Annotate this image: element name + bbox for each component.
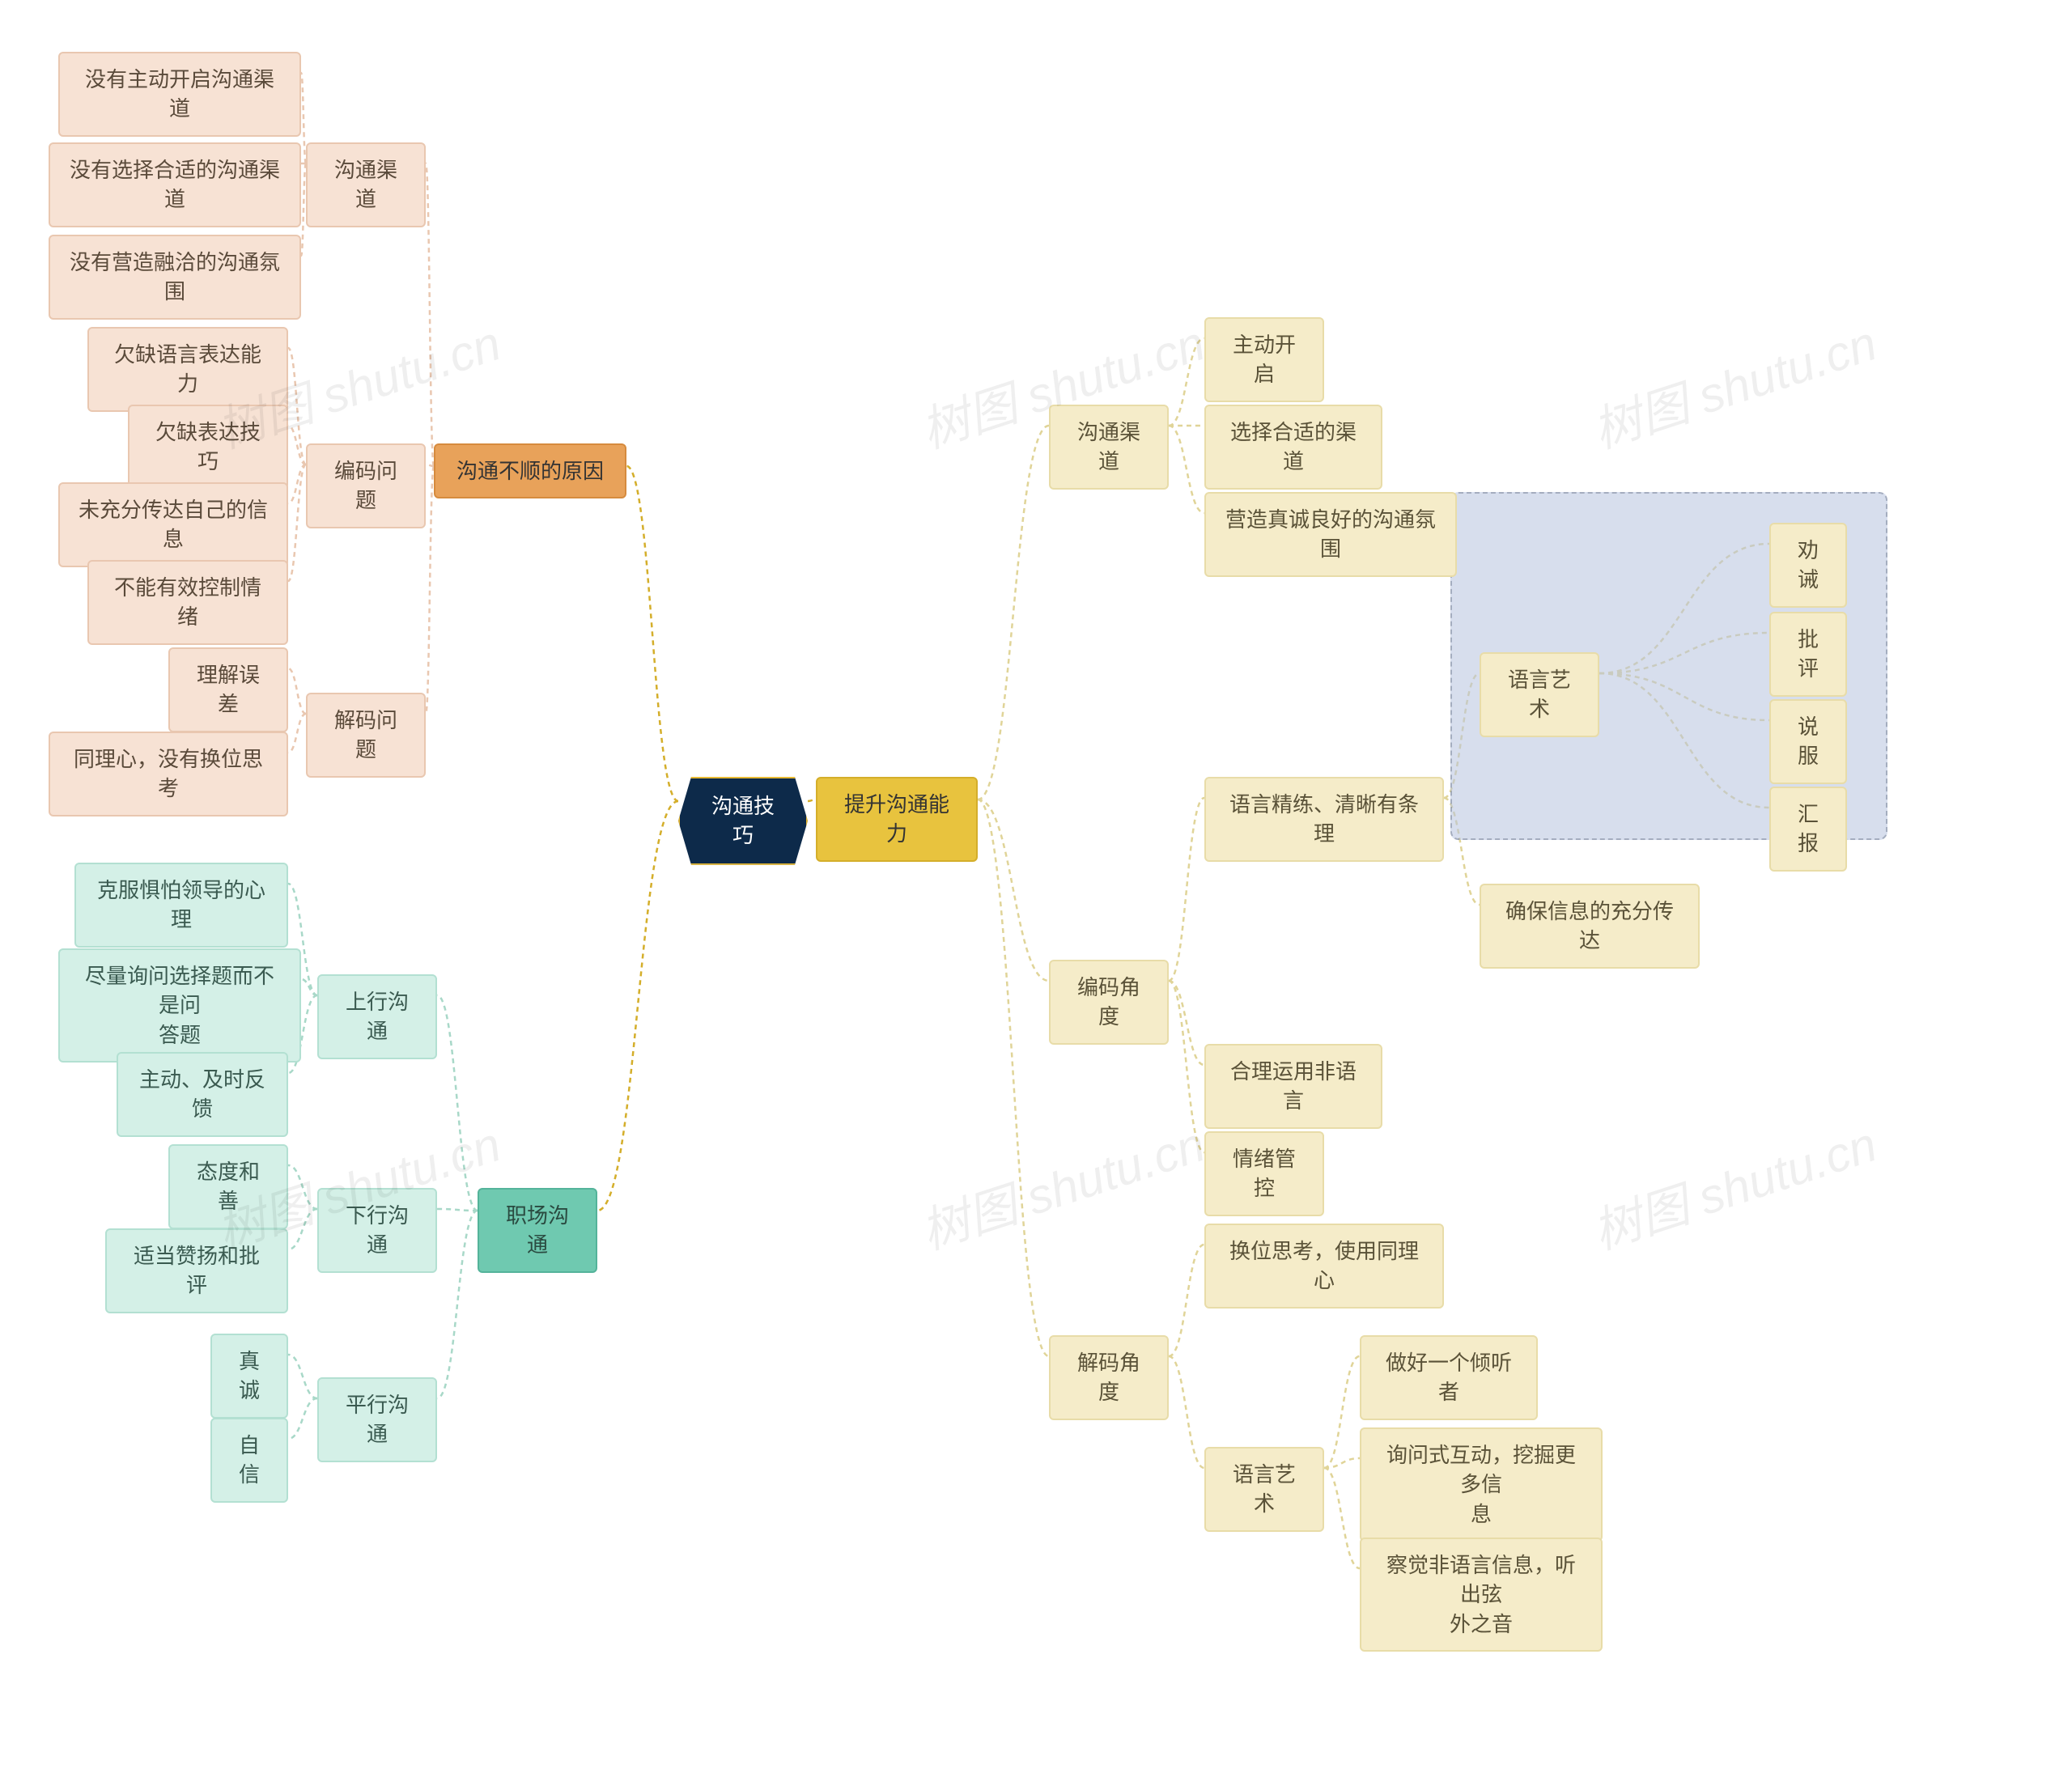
edge-work_para-work_para_2 bbox=[288, 1398, 317, 1439]
node-cause_enc_3[interactable]: 未充分传达自己的信息 bbox=[58, 482, 288, 567]
node-work_up_1[interactable]: 克服惧怕领导的心理 bbox=[74, 863, 288, 948]
node-imp_dec[interactable]: 解码角度 bbox=[1049, 1335, 1169, 1420]
node-cause_enc_2[interactable]: 欠缺表达技巧 bbox=[128, 405, 288, 490]
edge-cause-cause_dec bbox=[426, 466, 434, 714]
edge-root-cause bbox=[626, 466, 678, 801]
edge-imp_dec-imp_dec_2 bbox=[1169, 1356, 1204, 1468]
edge-cause-cause_ch bbox=[426, 163, 434, 466]
edge-imp_dec_2-imp_dec_2_2 bbox=[1324, 1458, 1360, 1468]
node-work_up_2[interactable]: 尽量询问选择题而不是问 答题 bbox=[58, 948, 301, 1063]
edges-layer bbox=[0, 0, 2072, 1790]
node-imp_dec_2_2[interactable]: 询问式互动，挖掘更多信 息 bbox=[1360, 1427, 1603, 1542]
node-imp_enc_2[interactable]: 合理运用非语言 bbox=[1204, 1044, 1382, 1129]
node-work_down[interactable]: 下行沟通 bbox=[317, 1188, 437, 1273]
edge-cause_enc-cause_enc_3 bbox=[288, 464, 306, 503]
edge-imp_enc-imp_enc_1 bbox=[1169, 798, 1204, 981]
edge-imp_dec_2-imp_dec_2_1 bbox=[1324, 1356, 1360, 1468]
watermark-2: 树图 shutu.cn bbox=[1582, 304, 1884, 462]
edge-imp_enc-imp_enc_3 bbox=[1169, 981, 1204, 1152]
node-imp_enc_1b[interactable]: 确保信息的充分传达 bbox=[1480, 884, 1700, 969]
node-cause_ch_1[interactable]: 没有主动开启沟通渠道 bbox=[58, 52, 301, 137]
edge-improve-imp_dec bbox=[978, 800, 1049, 1356]
node-imp_ch_2[interactable]: 选择合适的渠道 bbox=[1204, 405, 1382, 490]
edge-imp_ch-imp_ch_3 bbox=[1169, 426, 1204, 513]
node-improve[interactable]: 提升沟通能力 bbox=[816, 777, 978, 862]
node-imp_enc_1a[interactable]: 语言艺术 bbox=[1480, 652, 1599, 737]
edge-improve-imp_ch bbox=[978, 426, 1049, 800]
node-imp_dec_1[interactable]: 换位思考，使用同理心 bbox=[1204, 1224, 1444, 1309]
edge-work_down-work_down_1 bbox=[288, 1165, 317, 1209]
edge-work_para-work_para_1 bbox=[288, 1355, 317, 1398]
node-imp_dec_2_1[interactable]: 做好一个倾听者 bbox=[1360, 1335, 1538, 1420]
node-imp_ch_3[interactable]: 营造真诚良好的沟通氛围 bbox=[1204, 492, 1457, 577]
edge-work_up-work_up_2 bbox=[301, 979, 317, 995]
node-imp_dec_2_3[interactable]: 察觉非语言信息，听出弦 外之音 bbox=[1360, 1538, 1603, 1652]
node-cause_enc_1[interactable]: 欠缺语言表达能力 bbox=[87, 327, 288, 412]
edge-root-improve bbox=[808, 800, 816, 801]
edge-work-work_up bbox=[437, 995, 478, 1211]
node-work[interactable]: 职场沟通 bbox=[478, 1188, 597, 1273]
node-cause_ch_3[interactable]: 没有营造融洽的沟通氛围 bbox=[49, 235, 301, 320]
node-work_down_1[interactable]: 态度和善 bbox=[168, 1144, 288, 1229]
node-imp_enc_1a_3[interactable]: 说服 bbox=[1769, 699, 1847, 784]
node-work_para_2[interactable]: 自信 bbox=[210, 1418, 288, 1503]
edge-improve-imp_enc bbox=[978, 800, 1049, 981]
node-imp_enc[interactable]: 编码角度 bbox=[1049, 960, 1169, 1045]
node-cause_dec[interactable]: 解码问题 bbox=[306, 693, 426, 778]
edge-work_down-work_down_2 bbox=[288, 1209, 317, 1249]
edge-imp_enc-imp_enc_2 bbox=[1169, 981, 1204, 1065]
edge-cause_enc-cause_enc_4 bbox=[288, 464, 306, 581]
watermark-5: 树图 shutu.cn bbox=[1582, 1105, 1884, 1263]
node-cause[interactable]: 沟通不顺的原因 bbox=[434, 443, 626, 498]
node-cause_ch_2[interactable]: 没有选择合适的沟通渠道 bbox=[49, 142, 301, 227]
node-imp_enc_1[interactable]: 语言精练、清晰有条理 bbox=[1204, 777, 1444, 862]
node-work_up[interactable]: 上行沟通 bbox=[317, 974, 437, 1059]
edge-imp_dec-imp_dec_1 bbox=[1169, 1245, 1204, 1356]
node-imp_ch_1[interactable]: 主动开启 bbox=[1204, 317, 1324, 402]
edge-imp_dec_2-imp_dec_2_3 bbox=[1324, 1468, 1360, 1568]
edge-root-work bbox=[597, 801, 678, 1211]
node-imp_enc_1a_4[interactable]: 汇报 bbox=[1769, 787, 1847, 872]
node-cause_dec_2[interactable]: 同理心，没有换位思考 bbox=[49, 732, 288, 817]
node-work_up_3[interactable]: 主动、及时反馈 bbox=[117, 1052, 288, 1137]
node-imp_dec_2[interactable]: 语言艺术 bbox=[1204, 1447, 1324, 1532]
node-imp_enc_1a_1[interactable]: 劝诫 bbox=[1769, 523, 1847, 608]
node-imp_enc_1a_2[interactable]: 批评 bbox=[1769, 612, 1847, 697]
edge-cause_dec-cause_dec_2 bbox=[288, 714, 306, 753]
node-root[interactable]: 沟通技巧 bbox=[678, 777, 808, 865]
node-cause_enc[interactable]: 编码问题 bbox=[306, 443, 426, 528]
edge-work-work_down bbox=[437, 1209, 478, 1211]
edge-imp_ch-imp_ch_1 bbox=[1169, 338, 1204, 426]
node-work_para_1[interactable]: 真诚 bbox=[210, 1334, 288, 1419]
node-imp_enc_3[interactable]: 情绪管控 bbox=[1204, 1131, 1324, 1216]
node-cause_dec_1[interactable]: 理解误差 bbox=[168, 647, 288, 732]
edge-cause_enc-cause_enc_1 bbox=[288, 348, 306, 464]
edge-work-work_para bbox=[437, 1211, 478, 1398]
node-imp_ch[interactable]: 沟通渠道 bbox=[1049, 405, 1169, 490]
node-work_para[interactable]: 平行沟通 bbox=[317, 1377, 437, 1462]
node-cause_enc_4[interactable]: 不能有效控制情绪 bbox=[87, 560, 288, 645]
node-work_down_2[interactable]: 适当赞扬和批评 bbox=[105, 1228, 288, 1313]
mindmap-canvas: 沟通技巧沟通不顺的原因沟通渠道没有主动开启沟通渠道没有选择合适的沟通渠道没有营造… bbox=[0, 0, 2072, 1790]
node-cause_ch[interactable]: 沟通渠道 bbox=[306, 142, 426, 227]
edge-cause-cause_enc bbox=[426, 464, 434, 466]
edge-cause_enc-cause_enc_2 bbox=[288, 426, 306, 464]
watermark-4: 树图 shutu.cn bbox=[911, 1105, 1212, 1263]
edge-cause_dec-cause_dec_1 bbox=[288, 668, 306, 714]
